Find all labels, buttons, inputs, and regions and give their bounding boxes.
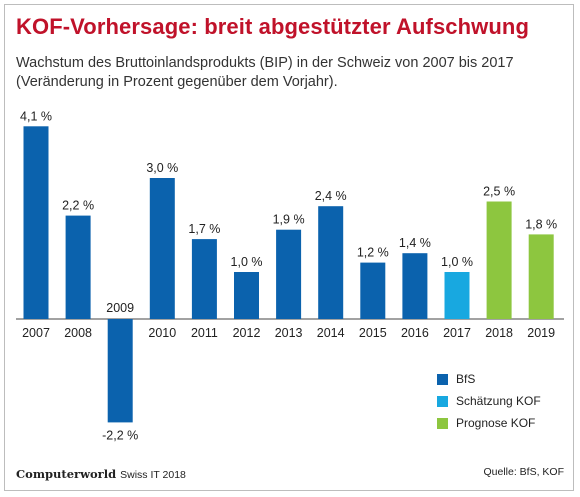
bar-2011: [191, 239, 217, 319]
subtitle-line-2: (Veränderung in Prozent gegenüber dem Vo…: [16, 74, 338, 90]
legend-item-prognose: Prognose KOF: [437, 412, 541, 434]
category-label-2011: 2011: [191, 326, 218, 340]
value-label-2012: 1,0 %: [231, 255, 263, 269]
bar-2016: [402, 253, 428, 319]
chart-title: KOF-Vorhersage: breit abgestützter Aufsc…: [16, 14, 529, 39]
legend-swatch-prognose: [437, 417, 448, 429]
value-label-2017: 1,0 %: [441, 255, 473, 269]
value-label-2015: 1,2 %: [357, 246, 389, 260]
legend: BfS Schätzung KOF Prognose KOF: [437, 368, 541, 434]
category-label-2012: 2012: [233, 326, 261, 340]
category-label-2013: 2013: [275, 326, 303, 340]
bar-2007: [23, 126, 49, 319]
category-label-2019: 2019: [527, 326, 555, 340]
bar-2013: [276, 229, 302, 319]
value-label-2013: 1,9 %: [273, 213, 305, 227]
brand-logo: Computerworld: [16, 467, 117, 481]
value-label-2007: 4,1 %: [20, 109, 52, 123]
legend-swatch-schaetzung: [437, 395, 448, 407]
bar-2017: [444, 272, 470, 319]
value-label-2009: -2,2 %: [102, 428, 138, 442]
bar-2009: [107, 319, 133, 423]
bar-2015: [360, 262, 386, 319]
bar-2008: [65, 215, 91, 319]
value-label-2014: 2,4 %: [315, 189, 347, 203]
value-label-2018: 2,5 %: [483, 185, 515, 199]
value-label-2016: 1,4 %: [399, 236, 431, 250]
category-label-2007: 2007: [22, 326, 50, 340]
value-label-2019: 1,8 %: [525, 217, 557, 231]
legend-label-schaetzung: Schätzung KOF: [456, 394, 541, 408]
footer-credit: Computerworld Swiss IT 2018: [16, 465, 186, 483]
category-label-2017: 2017: [443, 326, 471, 340]
legend-item-schaetzung: Schätzung KOF: [437, 390, 541, 412]
legend-swatch-bfs: [437, 373, 448, 385]
bar-2019: [528, 234, 554, 319]
value-label-2008: 2,2 %: [62, 199, 94, 213]
chart-frame: [4, 4, 574, 491]
chart-subtitle: Wachstum des Bruttoinlandsprodukts (BIP)…: [16, 54, 514, 92]
subtitle-line-1: Wachstum des Bruttoinlandsprodukts (BIP)…: [16, 55, 514, 71]
category-label-2016: 2016: [401, 326, 429, 340]
legend-item-bfs: BfS: [437, 368, 541, 390]
bar-2014: [318, 206, 344, 319]
bar-2012: [234, 272, 259, 319]
category-label-2010: 2010: [148, 326, 176, 340]
issue-label: Swiss IT 2018: [120, 469, 186, 481]
category-label-2018: 2018: [485, 326, 513, 340]
category-label-2008: 2008: [64, 326, 92, 340]
category-label-2009: 2009: [106, 301, 134, 315]
legend-label-prognose: Prognose KOF: [456, 416, 536, 430]
value-label-2010: 3,0 %: [146, 161, 178, 175]
category-label-2015: 2015: [359, 326, 387, 340]
bar-2018: [486, 201, 512, 319]
legend-label-bfs: BfS: [456, 372, 476, 386]
source-note: Quelle: BfS, KOF: [483, 466, 564, 478]
bar-2010: [149, 178, 175, 319]
value-label-2011: 1,7 %: [188, 222, 220, 236]
category-label-2014: 2014: [317, 326, 345, 340]
